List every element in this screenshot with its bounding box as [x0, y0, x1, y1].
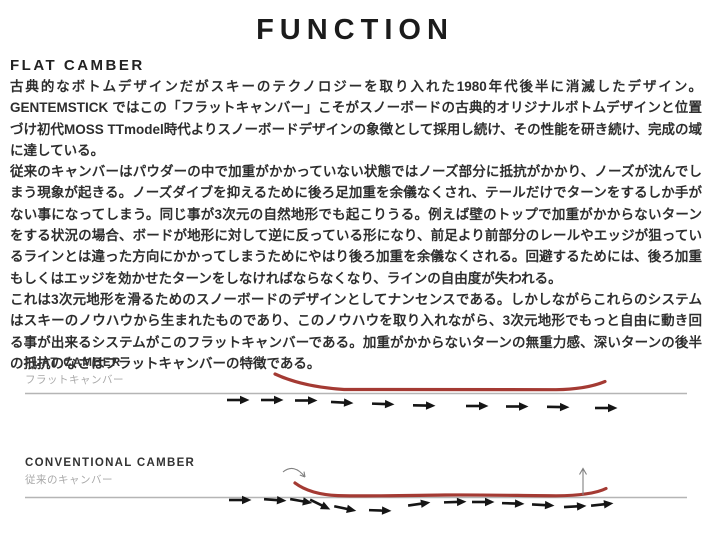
flow-arrow-icon: [412, 401, 436, 410]
conventional-camber-sublabel-ja: 従来のキャンバー: [25, 474, 113, 486]
paragraph: 古典的なボトムデザインだがスキーのテクノロジーを取り入れた1980年代後半に消滅…: [10, 79, 702, 158]
flow-arrow-icon: [227, 395, 250, 405]
conventional-camber-board-profile: [293, 481, 608, 498]
flow-arrow-icon: [506, 402, 529, 411]
flow-arrow-icon: [263, 495, 287, 505]
paragraph: これは3次元地形を滑るためのスノーボードのデザインとしてナンセンスである。しかし…: [10, 291, 702, 371]
conventional-camber-label: CONVENTIONAL CAMBER: [25, 457, 196, 469]
conventional-camber-diagram: [25, 467, 687, 515]
article-body: 古典的なボトムデザインだがスキーのテクノロジーを取り入れた1980年代後半に消滅…: [10, 76, 702, 374]
flow-arrow-icon: [229, 495, 252, 505]
page-title: FUNCTION: [256, 14, 454, 46]
flow-arrow-icon: [289, 497, 313, 506]
flow-arrow-icon: [595, 403, 618, 413]
flow-arrow-icon: [472, 497, 495, 507]
flow-arrow-icon: [261, 395, 284, 405]
flow-arrow-icon: [295, 396, 318, 405]
flat-camber-board-profile: [273, 372, 607, 392]
flat-camber-diagram: [25, 372, 687, 413]
flow-arrow-icon: [368, 506, 392, 515]
flow-arrow-icon: [330, 398, 354, 407]
flow-arrow-icon: [563, 502, 587, 511]
flow-arrow-icon: [501, 499, 525, 508]
flow-arrow-icon: [443, 497, 467, 507]
section-heading: FLAT CAMBER: [10, 57, 145, 74]
flow-arrow-icon: [546, 402, 570, 412]
nose-pressure-arrow-icon: [282, 467, 306, 478]
flow-arrow-icon: [309, 498, 331, 510]
tail-lift-arrowhead: [579, 467, 587, 475]
flow-arrow-icon: [371, 399, 395, 409]
flow-arrow-icon: [333, 504, 357, 514]
nose-pressure-arrowhead: [299, 471, 306, 478]
paragraph: 従来のキャンバーはパウダーの中で加重がかかっていない状態ではノーズ部分に抵抗がか…: [10, 164, 702, 286]
flow-arrow-icon: [531, 500, 555, 510]
flow-arrow-icon: [466, 401, 489, 411]
flow-arrow-icon: [407, 499, 431, 508]
flat-camber-sublabel-ja: フラットキャンバー: [25, 374, 124, 386]
flow-arrow-icon: [590, 500, 614, 509]
flat-camber-label: FLAT CAMBER: [25, 357, 122, 369]
